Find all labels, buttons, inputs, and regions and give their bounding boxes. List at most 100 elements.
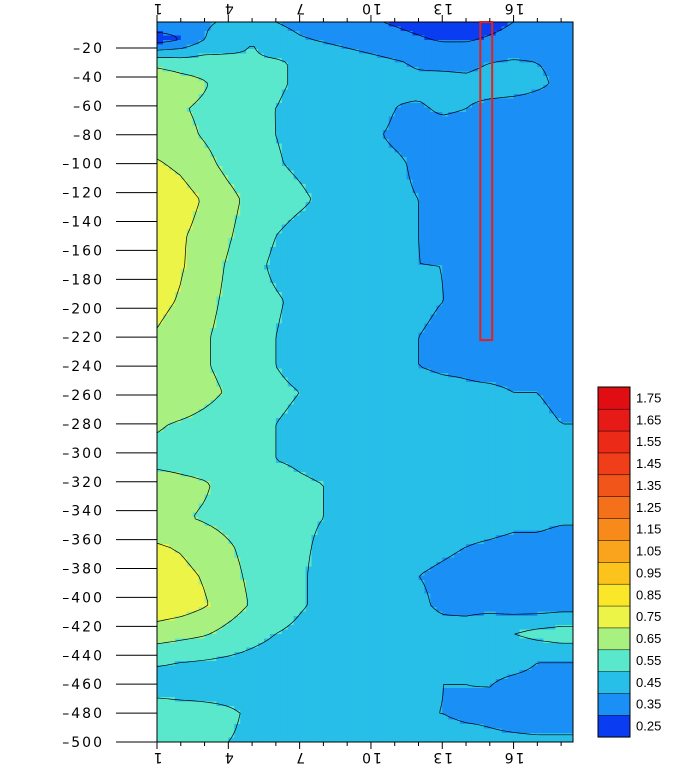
contour-cell [436,130,443,136]
contour-cell [252,107,259,113]
contour-cell [507,310,515,316]
contour-cell [174,179,182,185]
contour-cell [436,116,443,122]
contour-cell [222,233,229,239]
contour-cell [234,22,241,28]
contour-cell [412,283,420,289]
contour-cell [216,274,223,280]
contour-cell [430,22,437,28]
contour-cell [507,220,515,226]
contour-cell [406,161,414,167]
contour-cell [448,98,455,104]
contour-cell [543,35,550,41]
contour-cell [567,161,573,167]
contour-cell [204,166,212,172]
contour-cell [353,26,360,32]
contour-cell [483,107,491,113]
contour-cell [323,269,330,275]
contour-cell [471,152,479,158]
contour-cell [192,31,200,37]
contour-cell [341,220,348,226]
contour-cell [258,139,265,145]
contour-cell [186,287,194,293]
contour-cell [317,89,324,95]
contour-cell [180,184,188,190]
contour-cell [359,89,366,95]
contour-cell [519,85,527,91]
contour-cell [335,328,342,334]
contour-cell [353,278,360,284]
contour-cell [365,179,372,185]
contour-cell [281,179,289,185]
contour-cell [376,206,384,212]
contour-cell [370,85,378,91]
contour-cell [466,31,473,37]
contour-cell [525,170,532,176]
contour-cell [370,71,378,77]
contour-cell [329,44,336,50]
contour-cell [228,193,235,199]
contour-cell [174,188,182,194]
contour-cell [543,67,550,73]
contour-cell [162,206,170,212]
contour-cell [359,26,366,32]
contour-cell [311,305,319,311]
contour-cell [567,269,573,275]
contour-cell [359,130,366,136]
contour-cell [186,323,194,329]
contour-cell [525,40,532,46]
contour-cell [198,71,206,77]
contour-cell [204,112,212,118]
contour-cell [335,265,342,271]
contour-cell [549,161,556,167]
contour-cell [424,296,431,302]
contour-cell [353,211,360,217]
contour-cell [418,251,426,257]
contour-cell [507,134,515,140]
contour-cell [222,107,229,113]
contour-cell [168,62,176,68]
contour-cell [370,35,378,41]
contour-cell [436,233,443,239]
contour-cell [299,89,307,95]
contour-cell [561,107,568,113]
contour-cell [561,121,568,127]
contour-cell [222,296,229,302]
contour-cell [293,328,301,334]
contour-cell [466,202,473,208]
contour-cell [376,274,384,280]
contour-cell [483,283,491,289]
contour-cell [293,247,301,253]
contour-cell [234,179,241,185]
contour-cell [359,31,366,37]
contour-cell [561,211,568,217]
contour-cell [418,283,426,289]
contour-cell [394,107,402,113]
contour-cell [317,130,324,136]
contour-cell [436,287,443,293]
contour-cell [228,233,235,239]
contour-cell [495,139,503,145]
contour-cell [483,305,491,311]
contour-cell [252,251,259,257]
contour-cell [258,341,265,347]
contour-cell [448,188,455,194]
contour-cell [311,67,319,73]
contour-cell [513,44,521,50]
contour-cell [466,134,473,140]
contour-cell [400,314,408,320]
contour-cell [507,319,515,325]
contour-cell [466,184,473,190]
contour-cell [442,143,449,149]
contour-cell [246,35,253,41]
contour-cell [347,229,354,235]
contour-cell [531,35,538,41]
contour-cell [466,215,473,221]
contour-cell [204,319,212,325]
contour-cell [460,22,467,28]
contour-cell [495,53,503,59]
contour-cell [424,301,431,307]
contour-cell [341,269,348,275]
contour-cell [311,31,319,37]
contour-cell [269,269,277,275]
